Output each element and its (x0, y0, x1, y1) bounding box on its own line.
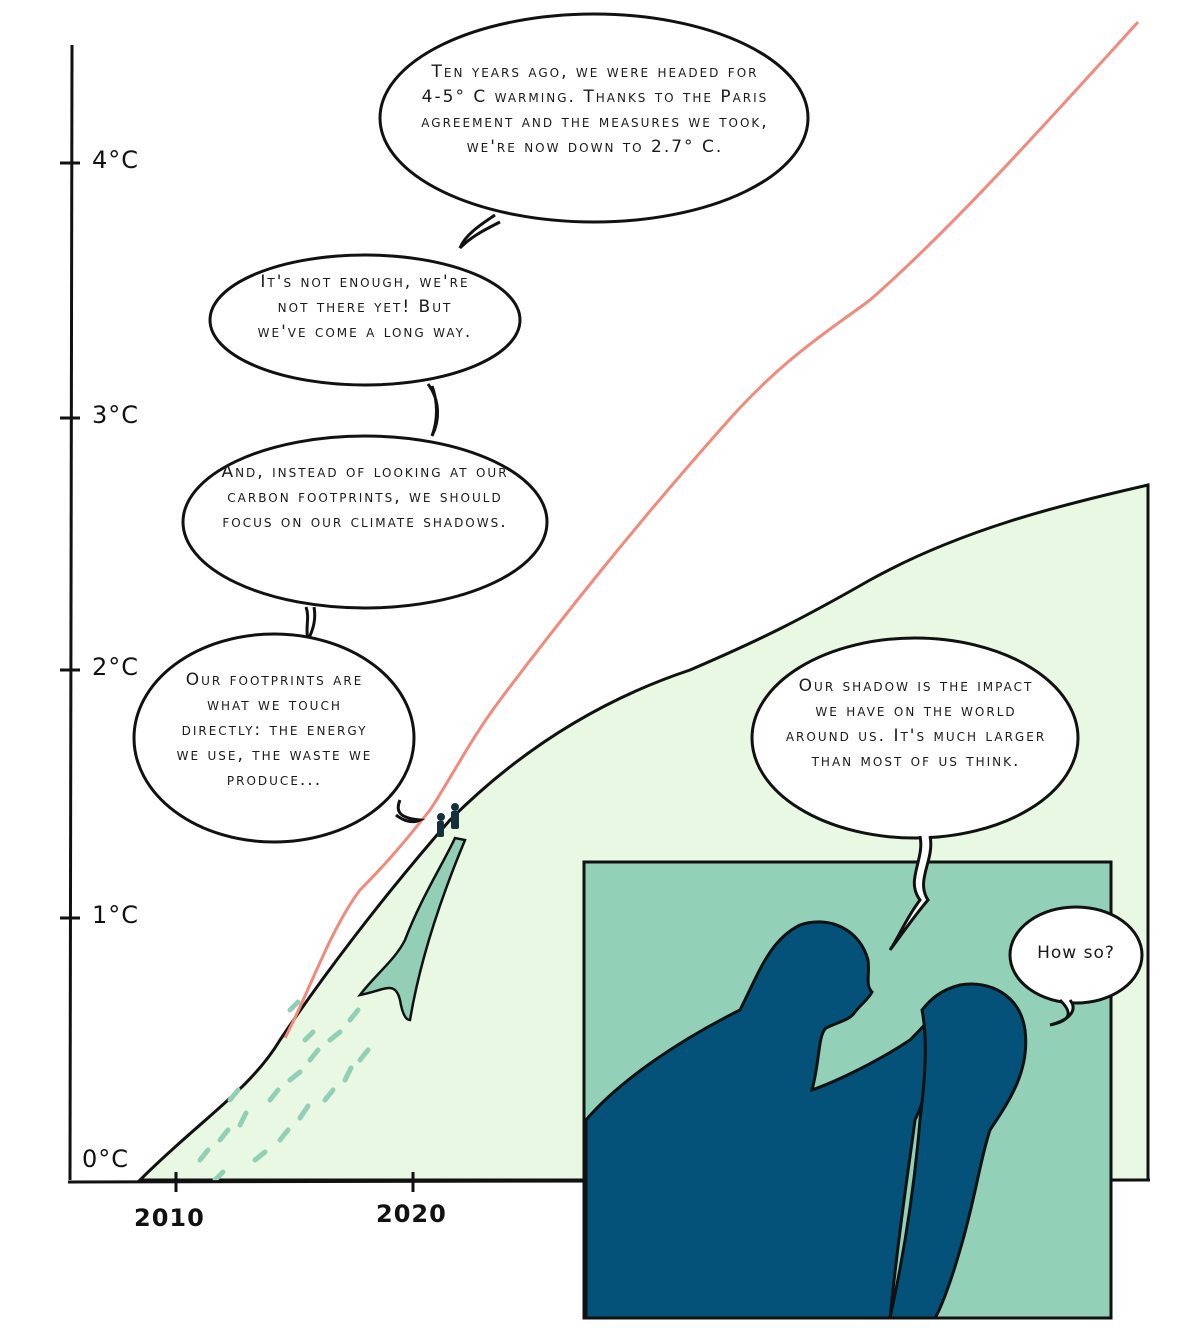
bubble-4-shape (132, 632, 416, 844)
x-tick-2010: 2010 (134, 1204, 205, 1232)
bubble-3-text: And, instead of looking at our carbon fo… (221, 462, 509, 532)
bubble-4-text: Our footprints are what we touch directl… (176, 670, 373, 790)
tiny-figures (437, 803, 459, 837)
y-tick-2c: 2°C (92, 653, 140, 681)
bubble-4-tail (395, 799, 426, 824)
bubble-5-text: Our shadow is the impact we have on the … (785, 676, 1047, 771)
bubble-6-tail (1049, 998, 1075, 1027)
x-axis-ticks (174, 1172, 415, 1192)
y-tick-1c: 1°C (92, 901, 140, 929)
bubble-2-tail (426, 383, 439, 437)
footprint-trail (197, 999, 371, 1183)
bubble-1-shape (378, 12, 810, 224)
bubble-3-tail (304, 606, 317, 645)
silhouette-right-figure (888, 982, 1028, 1320)
y-tick-4c: 4°C (92, 146, 140, 174)
bubble-1-tail (458, 213, 501, 250)
y-tick-0c: 0°C (82, 1145, 130, 1173)
speech-bubbles (132, 12, 1144, 1027)
y-tick-3c: 3°C (92, 401, 140, 429)
warming-trajectory-line (283, 20, 1140, 1039)
bubble-5-shape (750, 636, 1080, 840)
bubble-2-shape (208, 253, 522, 387)
y-axis-ticks (60, 161, 80, 920)
bubble-5-tail (888, 835, 933, 951)
bubble-3-shape (181, 434, 549, 610)
y-axis-line (68, 44, 74, 1181)
bubble-6-shape (1008, 905, 1144, 1005)
x-tick-2020: 2020 (376, 1200, 447, 1228)
bubble-1-text: Ten years ago, we were headed for 4-5° C… (421, 62, 769, 157)
carbon-footprint-shape (357, 836, 467, 1022)
bubble-2-text: It's not enough, we're not there yet! Bu… (257, 272, 473, 342)
bubble-6-text: How so? (1037, 943, 1115, 963)
